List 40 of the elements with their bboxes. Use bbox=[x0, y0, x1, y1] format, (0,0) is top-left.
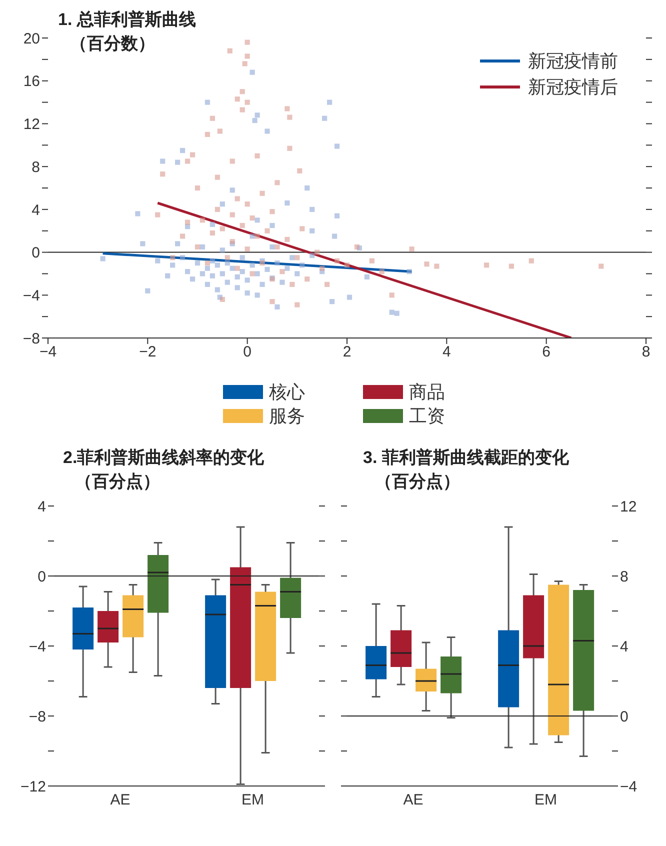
legend-label: 服务 bbox=[269, 405, 305, 428]
legend-label: 核心 bbox=[269, 381, 305, 404]
legend-label: 新冠疫情前 bbox=[528, 50, 618, 73]
x-tick-label: −2 bbox=[139, 344, 156, 361]
x-tick-label: 6 bbox=[542, 344, 551, 361]
chart-subtitle: （百分点） bbox=[374, 471, 461, 493]
legend-label: 商品 bbox=[409, 381, 445, 404]
y-tick-label: −4 bbox=[22, 287, 40, 304]
y2-tick-label: 4 bbox=[620, 638, 628, 656]
x-tick-label: 0 bbox=[243, 344, 252, 361]
y2-tick-label: −4 bbox=[620, 778, 638, 796]
x-tick-label: EM bbox=[242, 792, 264, 809]
x-tick-label: 4 bbox=[442, 344, 451, 361]
chart-title: 2.菲利普斯曲线斜率的变化 bbox=[63, 447, 264, 469]
y-tick-label: −8 bbox=[28, 708, 46, 726]
x-tick-label: EM bbox=[534, 792, 557, 809]
y2-tick-label: 12 bbox=[620, 498, 637, 516]
chart-subtitle: （百分点） bbox=[74, 471, 161, 493]
y-tick-label: 8 bbox=[32, 158, 40, 176]
y2-tick-label: 0 bbox=[620, 708, 628, 726]
x-tick-label: 8 bbox=[642, 344, 650, 361]
y-tick-label: 16 bbox=[23, 73, 40, 90]
y-tick-label: −12 bbox=[20, 778, 46, 796]
y-tick-label: −4 bbox=[28, 638, 46, 656]
y2-tick-label: 8 bbox=[620, 568, 628, 586]
chart-title: 3. 菲利普斯曲线截距的变化 bbox=[363, 447, 569, 469]
y-tick-label: 0 bbox=[32, 244, 40, 262]
chart-title: 1. 总菲利普斯曲线 bbox=[58, 9, 196, 31]
legend-label: 工资 bbox=[409, 405, 445, 428]
y-tick-label: 4 bbox=[32, 202, 40, 219]
x-tick-label: AE bbox=[403, 792, 424, 809]
y-tick-label: −8 bbox=[22, 330, 40, 348]
x-tick-label: 2 bbox=[342, 344, 352, 361]
y-tick-label: 4 bbox=[38, 498, 46, 516]
y-tick-label: 0 bbox=[38, 568, 46, 586]
y-tick-label: 20 bbox=[23, 30, 40, 48]
y-tick-label: 12 bbox=[23, 116, 40, 134]
legend-label: 新冠疫情后 bbox=[528, 76, 618, 99]
chart-subtitle: （百分数） bbox=[69, 33, 156, 55]
x-tick-label: AE bbox=[110, 792, 130, 809]
